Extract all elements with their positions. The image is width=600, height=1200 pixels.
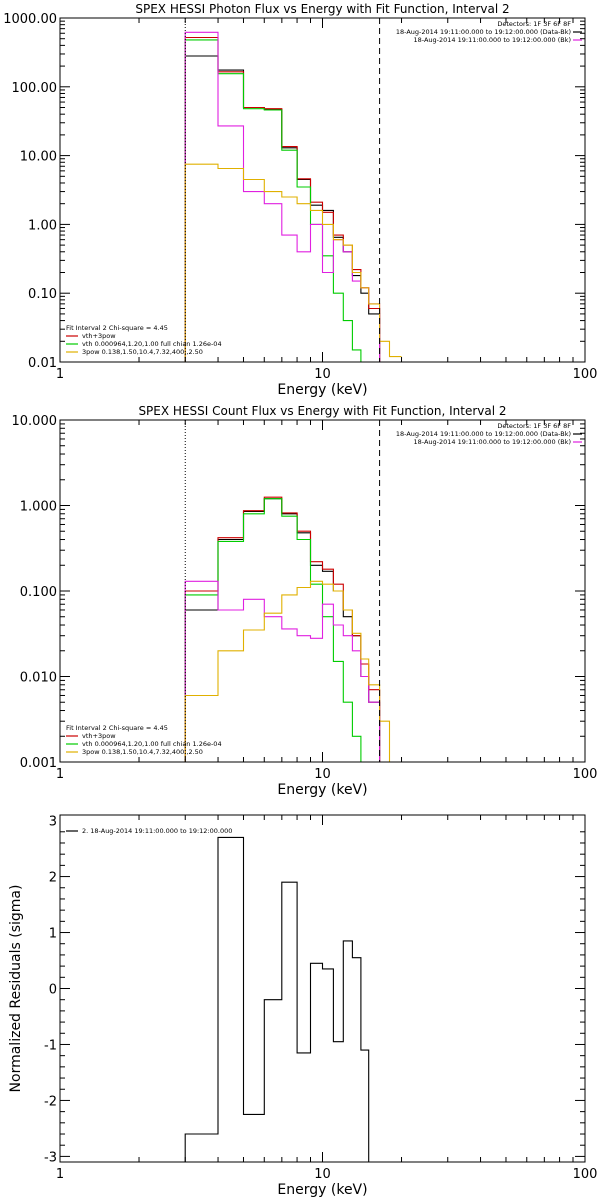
x-tick-label: 10 [314, 367, 331, 382]
series-line-4 [184, 31, 381, 362]
x-tick-label: 1 [56, 767, 64, 782]
header-line: 18-Aug-2014 19:11:00.000 to 19:12:00.000… [414, 36, 571, 44]
x-tick-label: 10 [314, 1167, 331, 1182]
y-tick-label: 0 [49, 983, 57, 998]
fit-legend-entry: 3pow 0.138,1.50,10.4,7.32,400.,2.50 [82, 348, 203, 356]
x-tick-label: 1 [56, 367, 64, 382]
y-tick-label: -1 [44, 1038, 57, 1053]
axes-frame [59, 17, 586, 363]
y-tick-label: 100.00 [12, 81, 58, 96]
chart-title: SPEX HESSI Count Flux vs Energy with Fit… [138, 404, 506, 418]
plot-area [184, 836, 380, 1162]
y-tick-label: 1.00 [28, 218, 57, 233]
series-line-1 [184, 836, 380, 1162]
panel-3: 1 10 100 Energy (keV) -3 -2 -1 0 1 2 3 Normalized R… [8, 814, 598, 1198]
header-line: 18-Aug-2014 19:11:00.000 to 19:12:00.000… [396, 430, 571, 438]
chart-title: SPEX HESSI Photon Flux vs Energy with Fi… [135, 2, 509, 16]
y-tick-label: 0.01 [28, 356, 57, 371]
y-tick-label: 0.100 [20, 585, 57, 600]
fit-legend-entry: vth+3pow [82, 732, 116, 740]
series-line-5 [184, 580, 402, 762]
fit-legend-entry: vth+3pow [82, 332, 116, 340]
x-tick-label: 100 [573, 1167, 598, 1182]
axes-frame [59, 814, 586, 1163]
fit-legend-entry: vth 0.000964,1.20,1.00 full chian 1.26e-… [82, 740, 222, 748]
panel-2: SPEX HESSI Count Flux vs Energy with Fit… [12, 404, 598, 798]
x-tick-label: 10 [314, 767, 331, 782]
fit-legend-entry: vth 0.000964,1.20,1.00 full chian 1.26e-… [82, 340, 222, 348]
x-tick-label: 1 [56, 1167, 64, 1182]
header-line: 18-Aug-2014 19:11:00.000 to 19:12:00.000… [414, 438, 571, 446]
y-tick-label: 1.000 [20, 500, 57, 515]
header-line: Detectors: 1F 3F 6F 8F [497, 20, 571, 28]
series-line-5 [184, 163, 402, 362]
x-tick-label: 100 [573, 367, 598, 382]
x-tick-label: 100 [573, 767, 598, 782]
fit-legend-entry: 2. 18-Aug-2014 19:11:00.000 to 19:12:00.… [82, 827, 232, 835]
fit-legend-entry: Fit Interval 2 Chi-square = 4.45 [66, 324, 168, 332]
x-axis-label: Energy (keV) [277, 382, 367, 398]
header-line: 18-Aug-2014 19:11:00.000 to 19:12:00.000… [396, 28, 571, 36]
y-tick-label: 1 [49, 927, 57, 942]
y-tick-label: 0.10 [28, 287, 57, 302]
header-line: Detectors: 1F 3F 6F 8F [497, 422, 571, 430]
y-tick-label: -2 [44, 1094, 57, 1109]
y-tick-label: 0.010 [20, 671, 57, 686]
panel-1: SPEX HESSI Photon Flux vs Energy with Fi… [3, 2, 597, 398]
y-tick-label: 2 [49, 871, 57, 886]
y-tick-label: 10.00 [20, 150, 57, 165]
plot-area [184, 31, 402, 362]
x-axis-label: Energy (keV) [277, 782, 367, 798]
x-axis-label: Energy (keV) [277, 1182, 367, 1198]
y-tick-label: 0.001 [20, 756, 57, 771]
y-tick-label: -3 [44, 1150, 57, 1165]
y-axis-label: Normalized Residuals (sigma) [8, 885, 24, 1093]
plot-area [184, 496, 402, 762]
fit-legend-entry: Fit Interval 2 Chi-square = 4.45 [66, 724, 168, 732]
y-tick-label: 1000.00 [3, 12, 57, 27]
fit-legend-entry: 3pow 0.138,1.50,10.4,7.32,400.,2.50 [82, 748, 203, 756]
y-tick-label: 10.000 [12, 414, 58, 429]
y-tick-label: 3 [49, 815, 57, 830]
